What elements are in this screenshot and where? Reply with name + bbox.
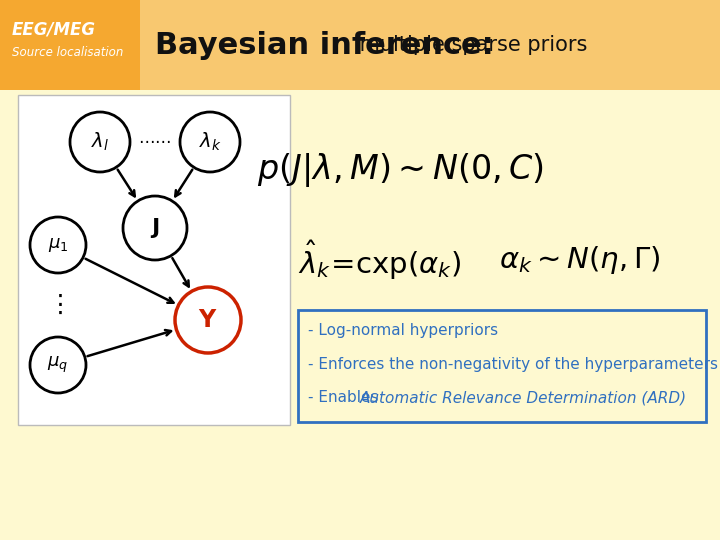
Text: $\lambda_l$: $\lambda_l$ — [91, 131, 109, 153]
Circle shape — [123, 196, 187, 260]
Circle shape — [30, 217, 86, 273]
Text: $\cdots\cdots$: $\cdots\cdots$ — [138, 131, 171, 149]
Text: $\mu_q$: $\mu_q$ — [48, 355, 68, 375]
Bar — [0, 0, 720, 90]
Circle shape — [30, 337, 86, 393]
Text: EEG/MEG: EEG/MEG — [12, 21, 96, 39]
Text: $p(J|\lambda, M) \sim N(0, C)$: $p(J|\lambda, M) \sim N(0, C)$ — [256, 151, 544, 189]
Text: $\bf{J}$: $\bf{J}$ — [150, 216, 160, 240]
Circle shape — [70, 112, 130, 172]
Text: - Log-normal hyperpriors: - Log-normal hyperpriors — [308, 322, 498, 338]
Text: $\lambda_k$: $\lambda_k$ — [199, 131, 221, 153]
Bar — [298, 310, 706, 422]
Text: - Enables: - Enables — [308, 390, 383, 406]
Circle shape — [175, 287, 241, 353]
Text: Source localisation: Source localisation — [12, 45, 123, 58]
Text: multiple sparse priors: multiple sparse priors — [353, 35, 588, 55]
Text: Bayesian inference:: Bayesian inference: — [155, 30, 494, 59]
Bar — [0, 0, 140, 90]
Circle shape — [180, 112, 240, 172]
Text: Automatic Relevance Determination (ARD): Automatic Relevance Determination (ARD) — [360, 390, 687, 406]
Text: $\vdots$: $\vdots$ — [47, 293, 63, 317]
Bar — [0, 90, 720, 540]
Text: - Enforces the non-negativity of the hyperparameters: - Enforces the non-negativity of the hyp… — [308, 356, 718, 372]
Bar — [18, 95, 290, 425]
Text: $\mu_1$: $\mu_1$ — [48, 236, 68, 254]
Text: $\hat{\lambda}_k\!=\!\mathrm{cxp}(\alpha_k)$: $\hat{\lambda}_k\!=\!\mathrm{cxp}(\alpha… — [298, 239, 462, 281]
Text: $\bf{Y}$: $\bf{Y}$ — [198, 308, 218, 332]
Text: $\alpha_k \sim N(\eta, \Gamma)$: $\alpha_k \sim N(\eta, \Gamma)$ — [500, 244, 661, 276]
